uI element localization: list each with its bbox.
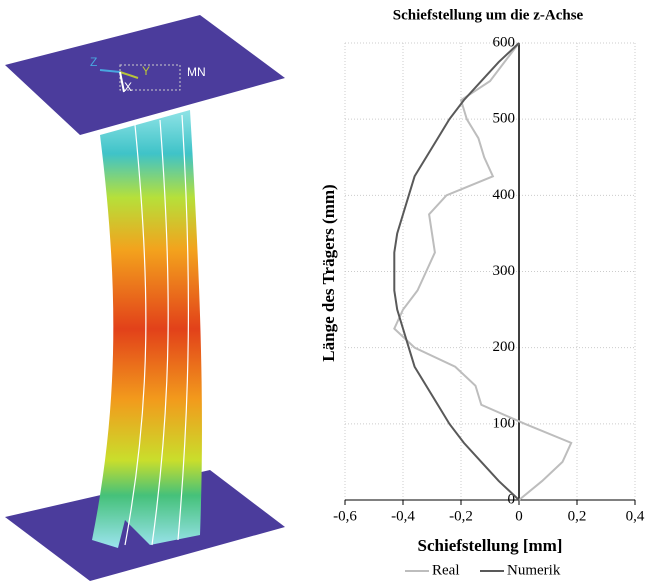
- x-tick-label: -0,6: [333, 508, 357, 524]
- model-label: Y: [142, 64, 150, 78]
- page: Z Y X MN Schiefstellung um die z-Achse S…: [0, 0, 647, 581]
- y-tick-label: 200: [493, 339, 516, 355]
- figure: Z Y X MN Schiefstellung um die z-Achse S…: [0, 0, 647, 581]
- model-label: Z: [90, 55, 97, 69]
- y-tick-label: 600: [493, 34, 516, 50]
- y-tick-label: 300: [493, 263, 516, 279]
- y-tick-label: 400: [493, 187, 516, 203]
- fe-model: Z Y X MN: [5, 15, 285, 581]
- legend-label: Numerik: [507, 562, 561, 578]
- model-label: X: [124, 80, 132, 94]
- x-tick-label: -0,4: [391, 508, 415, 524]
- chart-title: Schiefstellung um die z-Achse: [393, 7, 584, 23]
- y-tick-label: 500: [493, 111, 516, 127]
- y-axis-title: Länge des Trägers (mm): [319, 184, 338, 361]
- model-label: MN: [187, 65, 206, 79]
- x-axis-title: Schiefstellung [mm]: [418, 536, 563, 555]
- x-tick-label: 0,2: [568, 508, 587, 524]
- x-tick-label: -0,2: [449, 508, 473, 524]
- legend-label: Real: [432, 562, 460, 578]
- x-tick-label: 0: [515, 508, 523, 524]
- x-tick-label: 0,4: [626, 508, 645, 524]
